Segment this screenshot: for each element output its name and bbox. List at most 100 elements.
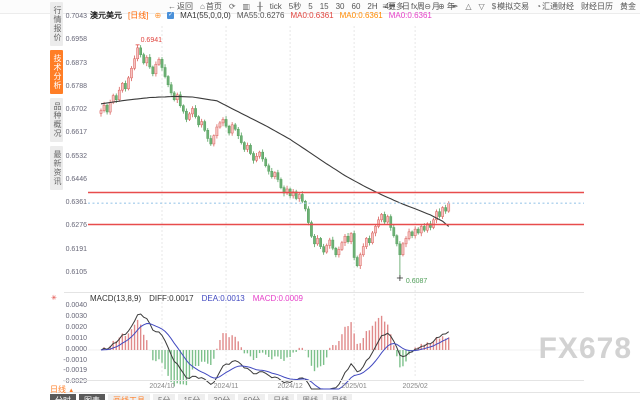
zoom-in-button[interactable]: ⊕ bbox=[438, 2, 445, 11]
more-button-icon: ≡ bbox=[382, 2, 388, 11]
sidebar-tab-analysis[interactable]: 技术分析 bbox=[50, 50, 63, 94]
bottom-tab-9[interactable]: 月线 bbox=[326, 394, 353, 400]
down-marker-button-icon: ▽ bbox=[478, 2, 485, 11]
bottom-tab-4[interactable]: 15分 bbox=[178, 394, 206, 400]
period-year[interactable]: 年 bbox=[447, 1, 455, 12]
period-15m[interactable]: 15 bbox=[320, 2, 329, 11]
price-tick-label: 0.6873 bbox=[65, 59, 87, 67]
macd-diff-value: DIFF:0.0017 bbox=[149, 294, 194, 303]
macd-settings-icon[interactable]: ✳ bbox=[51, 295, 57, 302]
bottom-tab-8[interactable]: 周线 bbox=[297, 394, 324, 400]
back-button-icon: ← bbox=[168, 2, 176, 11]
demo-trade-button[interactable]: $ 模拟交易 bbox=[492, 1, 529, 12]
fx678-site-link-label: 汇通财经 bbox=[542, 2, 574, 11]
down-marker-button[interactable]: ▽ bbox=[479, 2, 485, 11]
period-month[interactable]: 月 bbox=[432, 1, 440, 12]
macd-header: MACD(13,8,9) DIFF:0.0017 DEA:0.0013 MACD… bbox=[90, 294, 303, 303]
left-sidebar: 行情报价技术分析品种概况最新资讯 bbox=[50, 2, 63, 190]
zoom-out-button[interactable]: ⊖ bbox=[424, 2, 431, 11]
period-60m[interactable]: 60 bbox=[352, 2, 361, 11]
period-2h[interactable]: 2H bbox=[367, 2, 377, 11]
bottom-tab-7[interactable]: 日线 bbox=[268, 394, 295, 400]
macd-dea-value: DEA:0.0013 bbox=[201, 294, 245, 303]
price-tick-label: 0.6702 bbox=[65, 106, 87, 114]
refresh-button-icon: ⟳ bbox=[228, 2, 236, 11]
back-button-label: 返回 bbox=[177, 2, 193, 11]
period-4h[interactable]: 4H bbox=[385, 2, 395, 11]
period-5s[interactable]: 5秒 bbox=[289, 1, 301, 12]
home-button-icon: ⌂ bbox=[200, 2, 205, 11]
indicator-panel-button-icon: ╫ bbox=[257, 2, 263, 11]
fx-function-button-label: fx bbox=[411, 2, 418, 11]
price-tick-label: 0.6532 bbox=[65, 152, 87, 160]
date-tick-label: 2024/11 bbox=[213, 383, 239, 390]
macd-title[interactable]: MACD(13,8,9) bbox=[90, 294, 142, 303]
back-button[interactable]: ← 返回 bbox=[168, 1, 193, 12]
calendar-link-label: 财经日历 bbox=[581, 2, 613, 11]
bottom-tab-6[interactable]: 60分 bbox=[238, 394, 266, 400]
period-30m[interactable]: 30 bbox=[336, 2, 345, 11]
period-5m[interactable]: 5 bbox=[308, 2, 312, 11]
home-button[interactable]: ⌂ 首页 bbox=[200, 1, 222, 12]
bottom-tab-1[interactable]: 图表 bbox=[79, 394, 105, 400]
refresh-button[interactable]: ⟳ bbox=[229, 2, 236, 11]
chart-type-button-icon: ▥ bbox=[242, 2, 251, 11]
ma-values-group: MA0:0.6361 MA0:0.6361 MA0:0.6361 bbox=[290, 11, 431, 20]
fx-function-button[interactable]: fx bbox=[411, 2, 417, 11]
period-day[interactable]: 日 bbox=[402, 1, 410, 12]
chart-type-button[interactable]: ▥ bbox=[243, 2, 251, 11]
up-marker-button[interactable]: △ bbox=[465, 2, 471, 11]
price-tick-label: 0.6446 bbox=[65, 175, 87, 183]
clipped-tab-row: 分时图表画线工具5分15分30分60分日线周线月线 bbox=[50, 394, 640, 400]
period-tick[interactable]: tick bbox=[270, 2, 282, 11]
period-week[interactable]: 周 bbox=[417, 1, 425, 12]
sidebar-tab-news[interactable]: 最新资讯 bbox=[50, 146, 63, 190]
indicator-panel-button[interactable]: ╫ bbox=[257, 2, 263, 11]
chevron-up-icon: ▲ bbox=[68, 388, 75, 394]
more-button[interactable]: ≡ 更多 bbox=[382, 1, 404, 12]
macd-tick-label: 0.0030 bbox=[65, 312, 87, 320]
draw-tool-button[interactable]: ✒ bbox=[452, 2, 459, 11]
date-tick-label: 2025/02 bbox=[402, 383, 428, 390]
download-icon[interactable]: ⊕ bbox=[154, 11, 162, 20]
price-tick-label: 0.6191 bbox=[65, 245, 87, 253]
period-day-label: 日 bbox=[401, 2, 410, 11]
gold-link[interactable]: 黄金 bbox=[620, 1, 636, 12]
home-button-label: 首页 bbox=[205, 2, 222, 11]
period-5m-label: 5 bbox=[308, 2, 313, 11]
date-tick-label: 2024/10 bbox=[149, 383, 175, 390]
sidebar-tab-profile[interactable]: 品种概况 bbox=[50, 98, 63, 142]
macd-tick-label: -0.0019 bbox=[63, 367, 87, 375]
macd-tick-label: 0.0010 bbox=[65, 334, 87, 342]
bottom-tab-5[interactable]: 30分 bbox=[208, 394, 236, 400]
period-4h-label: 4H bbox=[384, 2, 395, 11]
ma-checkbox-icon[interactable]: ✓ bbox=[167, 12, 175, 19]
period-30m-label: 30 bbox=[335, 2, 345, 11]
period-tick-label: tick bbox=[269, 2, 282, 11]
ma-settings-label[interactable]: MA1(55,0,0,0) bbox=[180, 11, 231, 20]
zoom-in-button-icon: ⊕ bbox=[437, 2, 445, 11]
toolbar-left-group: ← 返回 ⌂ 首页 ⟳ ▥ ╫ tick 5秒 5 15 30 60 2H 4H 日周月年 bbox=[168, 0, 455, 13]
price-tick-label: 0.6105 bbox=[65, 268, 87, 276]
gold-link-label: 黄金 bbox=[620, 2, 636, 11]
period-month-label: 月 bbox=[431, 2, 440, 11]
period-tag: [日线] bbox=[128, 11, 149, 20]
price-tick-label: 0.6361 bbox=[65, 199, 87, 207]
fx678-site-link[interactable]: ◔ 汇通财经 bbox=[536, 1, 574, 12]
bottom-tab-3[interactable]: 5分 bbox=[153, 394, 176, 400]
sidebar-tab-quotes[interactable]: 行情报价 bbox=[50, 2, 63, 46]
demo-trade-button-icon: $ bbox=[491, 2, 497, 11]
calendar-link[interactable]: 财经日历 bbox=[581, 1, 613, 12]
up-marker-button-icon: △ bbox=[465, 2, 472, 11]
macd-tick-label: -0.0010 bbox=[63, 356, 87, 364]
axis-separator bbox=[64, 380, 584, 381]
period-week-label: 周 bbox=[416, 2, 425, 11]
ma-value-0: MA0:0.6361 bbox=[290, 11, 334, 20]
bottom-tab-0[interactable]: 分时 bbox=[50, 394, 76, 400]
period-selector[interactable]: 日线 ▲ bbox=[50, 384, 74, 395]
macd-hist-value: MACD:0.0009 bbox=[252, 294, 303, 303]
bottom-tab-2[interactable]: 画线工具 bbox=[108, 394, 150, 400]
fx678-site-link-icon: ◔ bbox=[536, 2, 541, 11]
zoom-out-button-icon: ⊖ bbox=[424, 2, 431, 11]
